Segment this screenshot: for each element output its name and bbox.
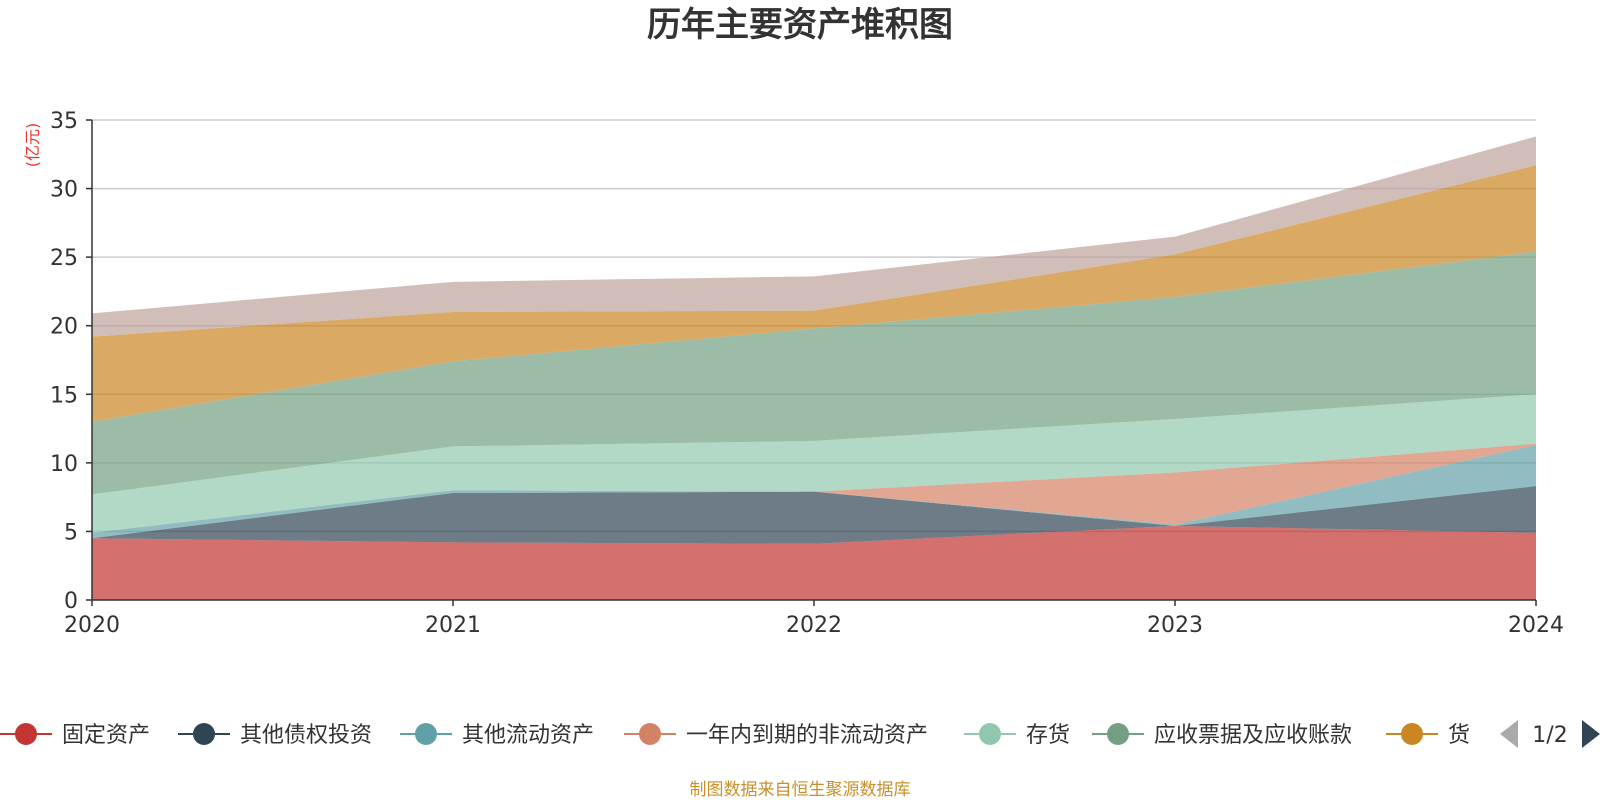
area-其他 [92,136,1536,337]
legend-label: 货 [1448,723,1470,748]
legend-label: 其他流动资产 [462,723,594,748]
legend-item[interactable]: 存货 [964,723,1070,748]
y-tick-label: 20 [50,315,78,340]
y-tick-label: 10 [50,452,78,477]
legend-item[interactable]: 货 [1386,723,1470,748]
area-应收票据及应收账款 [92,251,1536,495]
y-tick-label: 5 [64,520,78,545]
area-series-group [92,136,1536,600]
legend-item[interactable]: 其他流动资产 [400,723,594,748]
y-tick-label: 30 [50,178,78,203]
y-tick-label: 15 [50,383,78,408]
y-tick-label: 25 [50,246,78,271]
legend-prev-icon[interactable] [1500,720,1518,748]
legend-pager: 1/2 [1500,720,1600,748]
legend-marker-icon [639,723,661,745]
legend-item[interactable]: 应收票据及应收账款 [1092,723,1352,748]
legend-marker-icon [415,723,437,745]
legend-marker-icon [979,723,1001,745]
legend-label: 固定资产 [62,723,150,748]
legend-marker-icon [15,723,37,745]
x-tick-label: 2023 [1147,613,1203,638]
y-tick-label: 35 [50,109,78,134]
x-tick-label: 2024 [1508,613,1564,638]
legend-label: 其他债权投资 [240,723,372,748]
legend-item[interactable]: 其他债权投资 [178,723,372,748]
legend-page-indicator: 1/2 [1532,723,1567,748]
y-tick-label: 0 [64,589,78,614]
legend-label: 应收票据及应收账款 [1154,723,1352,748]
legend-item[interactable]: 一年内到期的非流动资产 [624,723,928,748]
x-tick-label: 2020 [64,613,120,638]
legend-marker-icon [1107,723,1129,745]
legend: 固定资产 其他债权投资 其他流动资产 一年内到期的非流动资产 存货 应收票据及应收账款 货 [0,723,1470,748]
x-tick-label: 2021 [425,613,481,638]
legend-next-icon[interactable] [1582,720,1600,748]
chart-title: 历年主要资产堆积图 [647,5,953,45]
legend-marker-icon [193,723,215,745]
axes: 0 5 10 15 20 25 30 35 2020 2021 2022 2023 2024 [50,109,1564,638]
x-tick-label: 2022 [786,613,842,638]
area-一年内到期的非流动资产 [92,443,1536,533]
legend-label: 一年内到期的非流动资产 [686,723,928,748]
legend-item[interactable]: 固定资产 [0,723,150,748]
area-其他债权投资 [92,486,1536,544]
legend-marker-icon [1401,723,1423,745]
area-固定资产 [92,525,1536,600]
area-货币资金 [92,165,1536,422]
y-axis-label: (亿元) [23,123,42,168]
legend-label: 存货 [1026,723,1070,748]
area-存货 [92,394,1536,533]
source-note: 制图数据来自恒生聚源数据库 [690,780,911,800]
